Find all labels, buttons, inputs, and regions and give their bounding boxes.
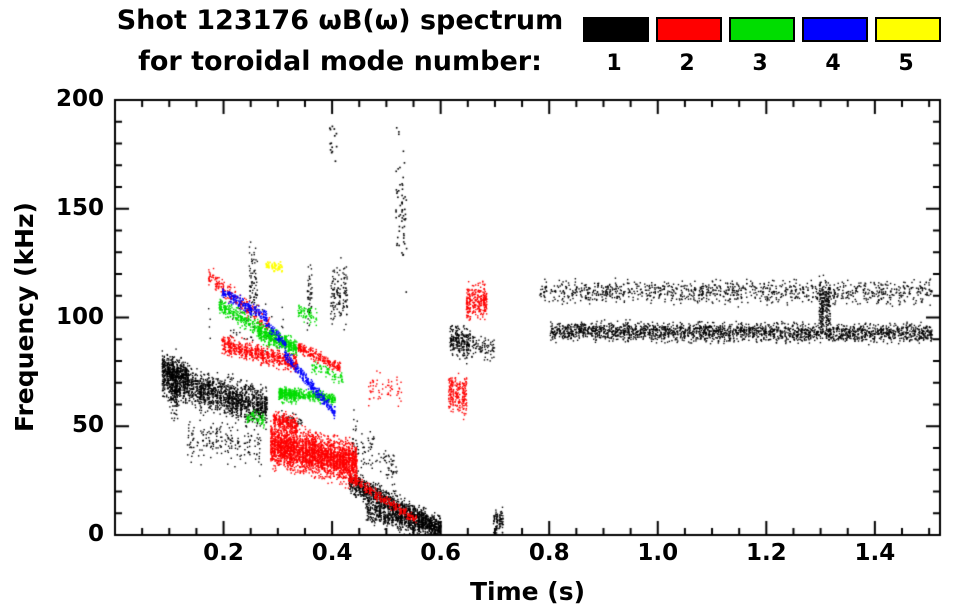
y-tick-label: 100: [55, 303, 104, 330]
y-tick-label: 0: [87, 521, 104, 547]
legend-swatch-mode-2: [656, 17, 722, 42]
x-tick-label: 1.4: [854, 540, 896, 566]
legend-mode-number-5: 5: [898, 51, 914, 76]
y-tick-label: 200: [55, 86, 104, 112]
legend-mode-number-4: 4: [825, 51, 841, 76]
x-tick-label: 0.8: [528, 540, 570, 566]
legend-swatch-mode-5: [875, 17, 941, 42]
x-tick-label: 0.6: [420, 540, 462, 566]
y-tick-label: 150: [55, 194, 104, 221]
legend-swatch-mode-1: [583, 17, 649, 42]
y-tick-label: 50: [71, 412, 104, 439]
legend-mode-number-3: 3: [752, 51, 768, 76]
x-axis-label: Time (s): [469, 577, 586, 606]
legend-mode-number-1: 1: [606, 51, 622, 76]
figure-title: Shot 123176 ωB(ω) spectrum: [116, 5, 564, 36]
x-tick-label: 1.2: [745, 540, 787, 566]
legend-swatch-mode-4: [802, 17, 868, 42]
x-tick-label: 0.2: [203, 540, 244, 566]
legend-swatch-mode-3: [729, 17, 795, 42]
figure-subtitle: for toroidal mode number:: [138, 46, 542, 77]
x-tick-label: 1.0: [637, 540, 679, 566]
legend-mode-number-2: 2: [679, 51, 695, 76]
x-tick-label: 0.4: [311, 540, 353, 566]
